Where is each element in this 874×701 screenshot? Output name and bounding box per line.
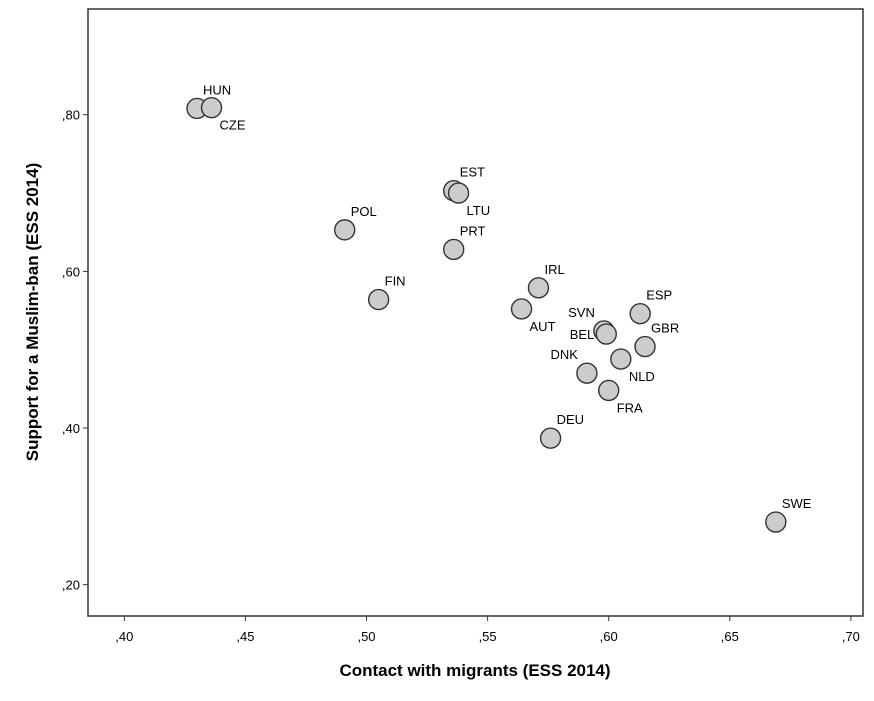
point-label-nld: NLD	[629, 369, 655, 384]
point-label-fra: FRA	[617, 400, 643, 415]
x-tick-label: ,45	[236, 629, 254, 644]
point-label-aut: AUT	[530, 319, 556, 334]
data-point-swe	[765, 511, 787, 533]
point-label-hun: HUN	[203, 82, 231, 97]
data-point-deu	[539, 427, 562, 449]
data-point-bel	[595, 323, 617, 345]
point-label-dnk: DNK	[550, 347, 578, 362]
point-label-cze: CZE	[220, 118, 246, 133]
data-point-fin	[367, 288, 390, 311]
point-label-prt: PRT	[460, 223, 486, 238]
x-axis-ticks: ,40 ,45 ,50 ,55 ,60 ,65 ,70	[115, 616, 860, 644]
data-point-cze	[200, 96, 223, 119]
point-label-swe: SWE	[782, 496, 812, 511]
point-label-svn: SVN	[568, 305, 595, 320]
point-label-bel: BEL	[570, 327, 595, 342]
data-point-dnk	[576, 362, 598, 384]
point-label-irl: IRL	[544, 262, 564, 277]
data-point-gbr	[634, 335, 656, 358]
point-label-fin: FIN	[385, 274, 406, 289]
y-tick-label: ,40	[62, 421, 80, 436]
data-point-ltu	[447, 182, 470, 204]
y-axis-ticks: ,20 ,40 ,60 ,80	[62, 108, 88, 593]
x-tick-label: ,60	[600, 629, 618, 644]
point-label-est: EST	[460, 165, 485, 180]
point-label-deu: DEU	[557, 412, 584, 427]
point-label-pol: POL	[351, 204, 377, 219]
x-tick-label: ,70	[842, 629, 860, 644]
x-tick-label: ,50	[357, 629, 375, 644]
y-axis-title: Support for a Muslim-ban (ESS 2014)	[23, 163, 42, 462]
point-label-gbr: GBR	[651, 321, 679, 336]
x-axis-title: Contact with migrants (ESS 2014)	[339, 661, 610, 680]
data-point-fra	[598, 379, 620, 402]
x-tick-label: ,40	[115, 629, 133, 644]
data-points: HUN CZE EST LTU POL PRT FIN IRL AUT SVN BEL ESP GBR D…	[186, 82, 812, 533]
y-tick-label: ,80	[62, 108, 80, 123]
x-tick-label: ,65	[721, 629, 739, 644]
y-tick-label: ,20	[62, 578, 80, 593]
point-label-esp: ESP	[646, 288, 672, 303]
point-label-ltu: LTU	[467, 203, 491, 218]
x-tick-label: ,55	[479, 629, 497, 644]
data-point-nld	[610, 348, 632, 370]
data-point-irl	[527, 277, 550, 299]
y-tick-label: ,60	[62, 264, 80, 279]
data-point-aut	[510, 298, 533, 320]
data-point-prt	[443, 238, 465, 261]
data-point-pol	[334, 219, 356, 241]
data-point-esp	[629, 302, 651, 325]
